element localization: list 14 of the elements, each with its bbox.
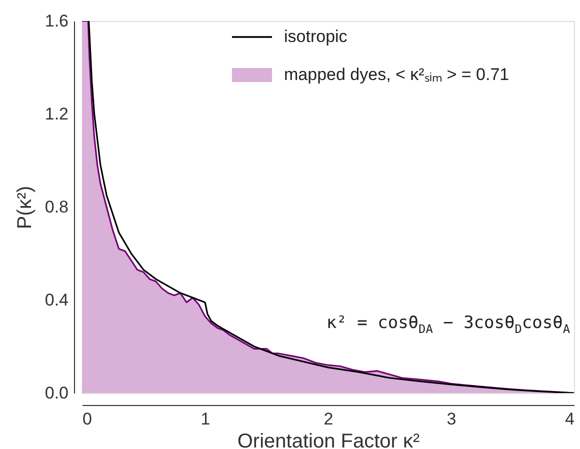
x-axis-title: Orientation Factor κ²: [237, 430, 420, 449]
x-tick-label: 4: [565, 410, 574, 428]
y-tick-label: 0.4: [44, 290, 68, 310]
y-tick-label: 1.2: [44, 104, 68, 124]
x-tick-label: 3: [446, 410, 456, 428]
y-tick-label: 1.6: [44, 12, 68, 30]
legend-label: mapped dyes, < κ²ₛᵢₘ > = 0.71: [284, 65, 510, 84]
x-tick-label: 1: [200, 410, 210, 428]
x-tick-label: 2: [324, 410, 334, 428]
x-tick-label: 0: [82, 410, 92, 428]
y-axis-title: P(κ²): [14, 186, 36, 230]
legend-label: isotropic: [284, 27, 348, 46]
y-tick-label: 0.0: [44, 384, 68, 402]
y-tick-label: 0.8: [44, 198, 68, 216]
